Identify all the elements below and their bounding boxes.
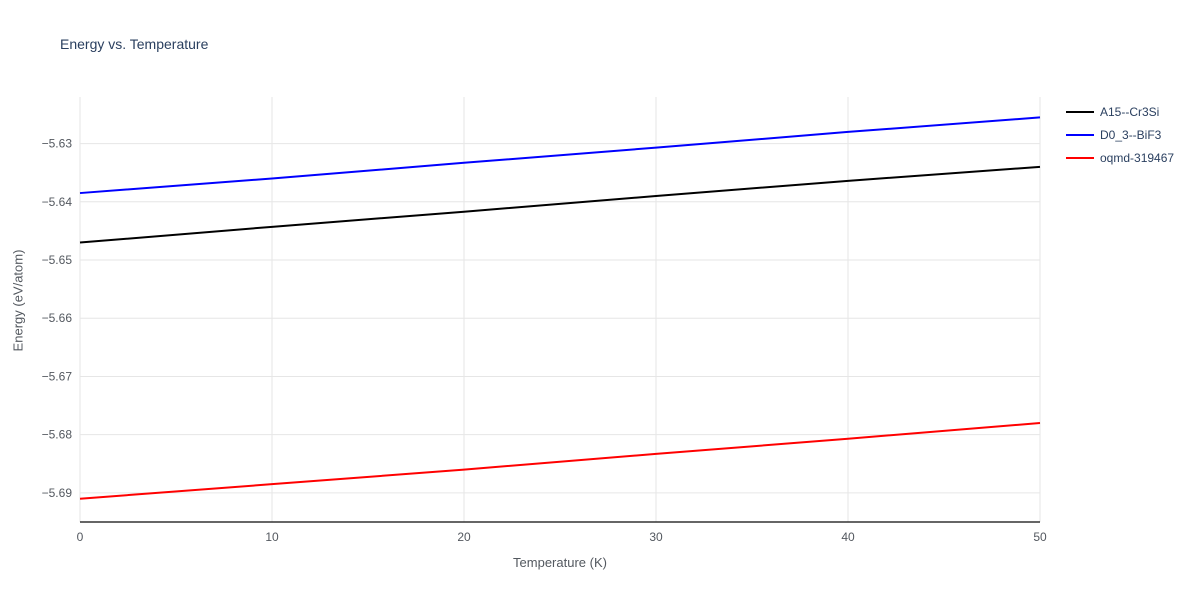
series-line-A15--Cr3Si	[79, 165, 1041, 244]
x-tick-label: 10	[265, 530, 279, 544]
series-line-D0_3--BiF3	[79, 116, 1041, 195]
y-tick-label: −5.64	[42, 195, 73, 209]
x-tick-label: 50	[1033, 530, 1047, 544]
x-tick-label: 20	[457, 530, 471, 544]
legend-item: D0_3--BiF3	[1066, 123, 1174, 146]
x-tick-label: 40	[841, 530, 855, 544]
legend-label: D0_3--BiF3	[1100, 127, 1162, 142]
x-axis-label: Temperature (K)	[513, 555, 607, 570]
legend-item: oqmd-319467	[1066, 146, 1174, 169]
legend-line-swatch	[1066, 110, 1094, 113]
y-tick-label: −5.68	[42, 428, 73, 442]
y-tick-label: −5.63	[42, 137, 73, 151]
y-axis-label: Energy (eV/atom)	[10, 249, 26, 352]
y-tick-label: −5.67	[42, 369, 73, 383]
legend-label: oqmd-319467	[1100, 150, 1175, 165]
y-tick-label: −5.66	[42, 311, 73, 325]
series-line-oqmd-319467	[79, 422, 1041, 500]
y-tick-label: −5.65	[42, 253, 73, 267]
x-tick-label: 30	[649, 530, 663, 544]
chart-title: Energy vs. Temperature	[60, 36, 209, 52]
y-tick-label: −5.69	[42, 486, 73, 500]
legend-item: A15--Cr3Si	[1066, 100, 1174, 123]
legend-line-swatch	[1066, 133, 1094, 136]
x-tick-label: 0	[77, 530, 84, 544]
legend-label: A15--Cr3Si	[1100, 104, 1160, 119]
legend: A15--Cr3Si D0_3--BiF3 oqmd-319467	[1066, 100, 1174, 169]
legend-line-swatch	[1066, 156, 1094, 159]
